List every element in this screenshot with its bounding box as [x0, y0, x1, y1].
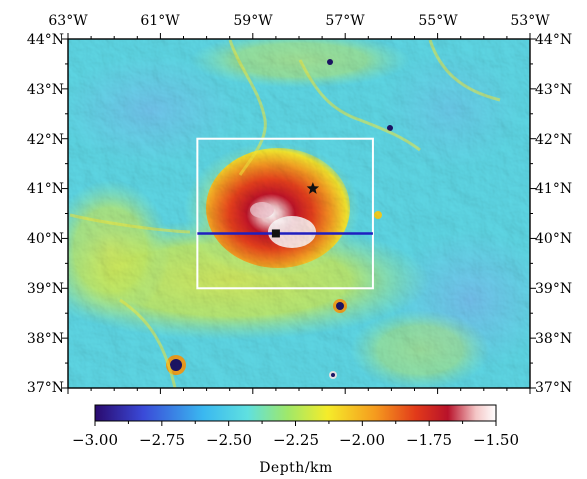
colorbar-tick-marks — [94, 421, 497, 426]
tick-marks — [62, 33, 536, 394]
bathymetry-map — [68, 39, 530, 388]
colorbar-tick-label: −1.75 — [406, 431, 452, 449]
colorbar-tick-label: −1.50 — [473, 431, 519, 449]
y-tick-label-left: 38°N — [27, 331, 64, 347]
x-tick-labels: 63°W 61°W 59°W 57°W 55°W 53°W — [48, 13, 550, 29]
y-tick-labels-right: 44°N 43°N 42°N 41°N 40°N 39°N 38°N 37°N — [535, 32, 572, 396]
colorbar-title: Depth/km — [259, 460, 333, 476]
colorbar-tick-label: −2.75 — [139, 431, 185, 449]
colorbar-gradient — [94, 404, 497, 422]
y-tick-label-right: 38°N — [535, 331, 572, 347]
y-tick-label-right: 39°N — [535, 281, 572, 297]
y-tick-label-left: 44°N — [27, 32, 64, 48]
y-tick-label-left: 43°N — [27, 82, 64, 98]
x-tick-label: 63°W — [48, 13, 88, 29]
x-tick-label: 57°W — [325, 13, 365, 29]
colorbar-tick-label: −2.00 — [339, 431, 385, 449]
study-area-box — [196, 137, 374, 290]
colorbar-tick-label: −3.00 — [72, 431, 118, 449]
x-tick-label: 53°W — [510, 13, 550, 29]
colorbar-tick-label: −2.50 — [206, 431, 252, 449]
y-tick-label-right: 40°N — [535, 231, 572, 247]
y-tick-label-right: 44°N — [535, 32, 572, 48]
y-tick-label-right: 42°N — [535, 132, 572, 148]
y-tick-labels-left: 44°N 43°N 42°N 41°N 40°N 39°N 38°N 37°N — [27, 32, 64, 396]
x-tick-label: 55°W — [418, 13, 458, 29]
star-marker — [306, 182, 320, 194]
colorbar: −3.00 −2.75 −2.50 −2.25 −2.00 −1.75 −1.5… — [72, 404, 519, 476]
y-tick-label-left: 37°N — [27, 380, 64, 396]
y-tick-label-right: 41°N — [535, 181, 572, 197]
y-tick-label-left: 40°N — [27, 231, 64, 247]
x-tick-label: 59°W — [233, 13, 273, 29]
y-tick-label-left: 41°N — [27, 181, 64, 197]
square-marker — [271, 229, 280, 238]
y-tick-label-left: 42°N — [27, 132, 64, 148]
y-tick-label-left: 39°N — [27, 281, 64, 297]
colorbar-tick-label: −2.25 — [273, 431, 319, 449]
y-tick-label-right: 37°N — [535, 380, 572, 396]
y-tick-label-right: 43°N — [535, 82, 572, 98]
x-tick-label: 61°W — [140, 13, 180, 29]
